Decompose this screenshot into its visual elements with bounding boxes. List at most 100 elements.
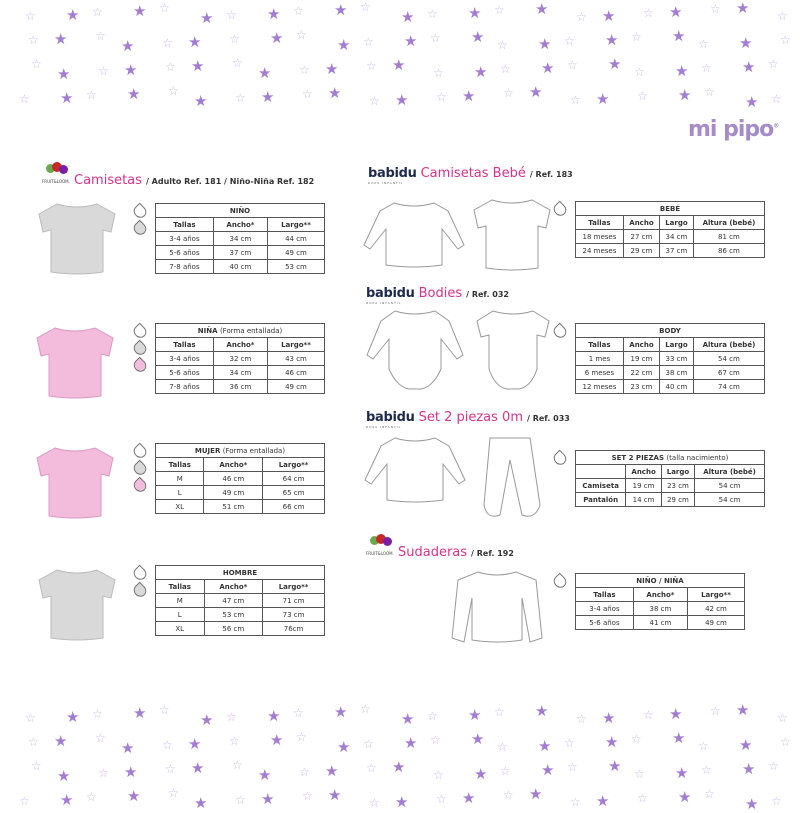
table-cell: XL [155,621,205,636]
star-icon: ☆ [503,86,514,100]
star-icon: ☆ [433,768,444,782]
size-table-body: BODY Tallas Ancho Largo Altura (bebé) 1 mes 1… [575,323,766,394]
star-icon: ☆ [564,34,575,48]
star-icon: ★ [261,88,275,106]
tshirt-mujer-pink [36,447,114,519]
section-title-sudaderas: FRUIT&LOOM. Sudaderas / Ref. 192 [366,534,514,560]
star-icon: ★ [669,705,683,723]
star-icon: ☆ [780,33,791,47]
table-row: 5-6 años 41 cm 49 cm [575,615,746,630]
table-cell: 3-4 años [155,351,214,366]
table-row: 5-6 años 37 cm 49 cm [155,245,326,260]
star-icon: ☆ [710,2,721,16]
star-icon: ☆ [427,709,438,723]
table-cell: 18 meses [575,229,624,244]
star-icon: ☆ [28,735,39,749]
table-cell: 34 cm [212,365,268,380]
star-icon: ☆ [494,3,505,17]
star-icon: ★ [337,36,351,54]
star-icon: ☆ [576,712,587,726]
table-row: 1 mes 19 cm 33 cm 54 cm [575,351,766,366]
table-title-row: BEBÉ [575,201,765,216]
babidu-logo: babidu ROPA INFANTIL [366,410,415,429]
star-icon: ★ [535,0,549,18]
star-icon: ★ [127,85,141,103]
star-icon: ★ [57,65,71,83]
star-icon: ☆ [299,63,310,77]
star-icon: ☆ [500,62,511,76]
column-header: Ancho [625,464,662,479]
star-icon: ☆ [497,38,508,52]
star-icon: ★ [395,91,409,109]
star-icon: ★ [124,763,138,781]
star-icon: ★ [258,766,272,784]
table-cell: 40 cm [212,259,268,274]
star-icon: ☆ [436,90,447,104]
star-icon: ☆ [430,31,441,45]
star-icon: ☆ [92,5,103,19]
table-cell: 3-4 años [155,231,214,246]
star-icon: ☆ [86,790,97,804]
table-cell: 7-8 años [155,259,214,274]
section-title-bebe: babidu ROPA INFANTIL Camisetas Bebé / Ref… [368,166,573,185]
star-icon: ★ [404,734,418,752]
table-cell: 76cm [262,621,325,636]
table-cell: 7-8 años [155,379,214,394]
star-icon: ★ [739,736,753,754]
table-row: 6 meses 22 cm 38 cm 67 cm [575,365,766,380]
table-title-row: SET 2 PIEZAS (talla nacimiento) [575,450,765,465]
tshirt-hombre-grey [38,569,116,641]
table-header-row: Tallas Ancho Largo Altura (bebé) [575,215,766,230]
table-cell: 1 mes [575,351,624,366]
star-icon: ★ [200,9,214,27]
table-cell: M [155,593,205,608]
star-icon: ★ [392,56,406,74]
star-icon: ☆ [293,706,304,720]
set-shirt [364,437,466,503]
table-cell: 36 cm [212,379,268,394]
star-icon: ★ [54,732,68,750]
star-icon: ★ [602,709,616,727]
table-cell: 71 cm [262,593,325,608]
table-cell: 34 cm [659,229,694,244]
column-header: Ancho [622,337,661,352]
table-row: 3-4 años 32 cm 43 cm [155,351,326,366]
column-header [574,464,627,479]
star-icon: ☆ [92,707,103,721]
star-icon: ☆ [430,733,441,747]
star-icon: ★ [672,27,686,45]
star-icon: ★ [672,729,686,747]
star-icon: ☆ [427,7,438,21]
babidu-logo: babidu ROPA INFANTIL [366,286,415,305]
table-cell: 44 cm [266,231,326,246]
star-icon: ★ [124,61,138,79]
star-icon: ☆ [701,61,712,75]
star-icon: ★ [66,6,80,24]
star-icon: ★ [474,765,488,783]
table-cell: 38 cm [632,601,688,616]
star-icon: ☆ [226,710,237,724]
table-cell: XL [154,499,205,514]
table-cell: 74 cm [692,379,766,394]
star-icon: ☆ [494,705,505,719]
table-cell: 47 cm [203,593,264,608]
table-cell: L [155,607,205,622]
table-cell: 38 cm [659,365,694,380]
table-cell: 42 cm [686,601,746,616]
star-icon: ☆ [168,786,179,800]
star-icon: ☆ [643,6,654,20]
table-cell: 14 cm [625,492,662,507]
star-icon: ★ [529,785,543,803]
star-icon: ★ [462,87,476,105]
column-header: Tallas [155,217,214,232]
star-icon: ★ [121,739,135,757]
star-icon: ☆ [567,58,578,72]
table-row: Camiseta 19 cm 23 cm 54 cm [574,478,765,493]
column-header: Tallas [155,579,205,594]
table-cell: 12 meses [575,379,624,394]
star-icon: ☆ [296,730,307,744]
star-icon: ★ [538,737,552,755]
column-header: Altura (bebé) [692,215,766,230]
star-icon: ☆ [302,87,313,101]
star-icon: ☆ [564,736,575,750]
